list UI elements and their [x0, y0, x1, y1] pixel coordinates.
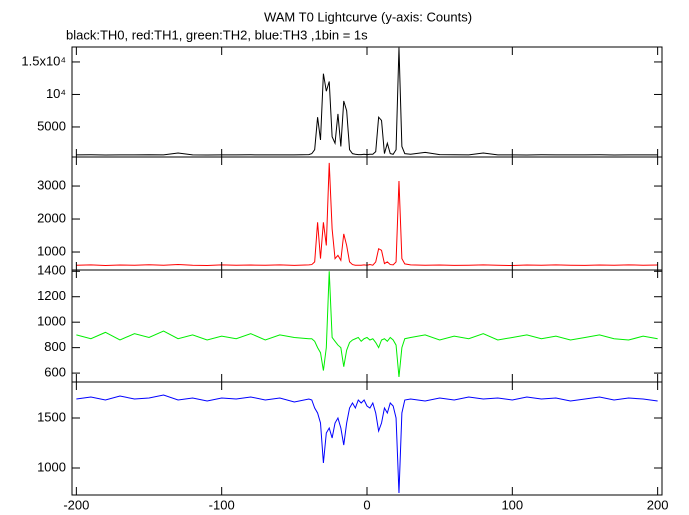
- y-tick-label: 600: [44, 365, 66, 380]
- x-tick-label: -100: [209, 497, 235, 512]
- y-tick-label: 1000: [37, 243, 66, 258]
- y-tick-label: 1400: [37, 263, 66, 278]
- panel-frame: [71, 269, 663, 383]
- chart-title: WAM T0 Lightcurve (y-axis: Counts): [264, 9, 472, 24]
- lightcurve: [76, 394, 658, 494]
- panel-frame: [71, 156, 663, 271]
- y-tick-label: 2000: [37, 210, 66, 225]
- x-tick-label: 0: [363, 497, 370, 512]
- y-tick-label: 1000: [37, 459, 66, 474]
- y-tick-label: 3000: [37, 177, 66, 192]
- x-tick-label: 200: [647, 497, 669, 512]
- lightcurve: [76, 271, 658, 377]
- y-tick-label: 1200: [37, 288, 66, 303]
- y-tick-label: 800: [44, 339, 66, 354]
- panel-frame: [71, 381, 663, 496]
- chart-subtitle: black:TH0, red:TH1, green:TH2, blue:TH3 …: [66, 27, 368, 42]
- panel-frame: [71, 46, 663, 158]
- x-tick-label: -200: [63, 497, 89, 512]
- y-tick-label: 1.5x10⁴: [21, 53, 66, 68]
- y-tick-label: 1500: [37, 409, 66, 424]
- lightcurve: [76, 47, 658, 156]
- y-tick-label: 10⁴: [46, 86, 66, 101]
- y-tick-label: 5000: [37, 118, 66, 133]
- y-tick-label: 1000: [37, 314, 66, 329]
- lightcurve: [76, 162, 658, 267]
- x-tick-label: 100: [501, 497, 523, 512]
